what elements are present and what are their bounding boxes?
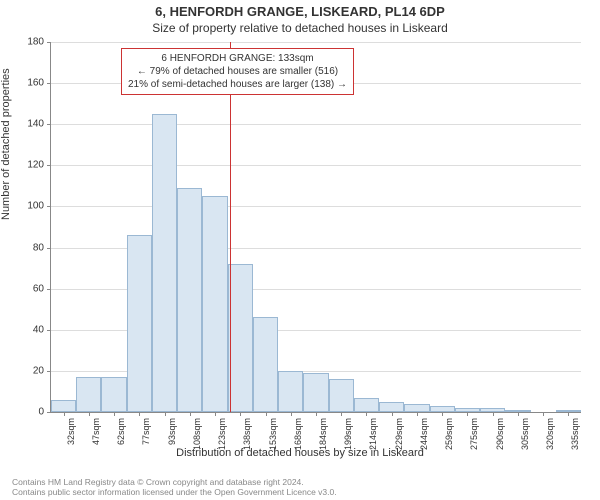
grid-line [51, 165, 581, 166]
xtick-label: 290sqm [495, 418, 505, 450]
ytick-mark [47, 248, 51, 249]
histogram-bar [177, 188, 202, 412]
xtick-label: 123sqm [217, 418, 227, 450]
xtick-mark [89, 412, 90, 416]
xtick-mark [518, 412, 519, 416]
xtick-mark [442, 412, 443, 416]
footer-line1: Contains HM Land Registry data © Crown c… [12, 477, 337, 488]
histogram-bar [354, 398, 379, 412]
xtick-mark [266, 412, 267, 416]
ytick-label: 40 [33, 324, 44, 335]
xtick-mark [392, 412, 393, 416]
grid-line [51, 206, 581, 207]
footer-line2: Contains public sector information licen… [12, 487, 337, 498]
xtick-label: 93sqm [167, 418, 177, 445]
ytick-label: 60 [33, 283, 44, 294]
xtick-mark [417, 412, 418, 416]
ytick-label: 20 [33, 365, 44, 376]
ytick-mark [47, 165, 51, 166]
histogram-bar [152, 114, 177, 412]
marker-line [230, 42, 232, 412]
annotation-line: 21% of semi-detached houses are larger (… [128, 78, 347, 91]
xtick-label: 335sqm [570, 418, 580, 450]
xtick-mark [366, 412, 367, 416]
chart-container: 6, HENFORDH GRANGE, LISKEARD, PL14 6DP S… [0, 0, 600, 500]
annotation-line: 6 HENFORDH GRANGE: 133sqm [128, 52, 347, 65]
xtick-mark [291, 412, 292, 416]
xtick-mark [240, 412, 241, 416]
histogram-bar [404, 404, 429, 412]
ytick-label: 140 [27, 119, 44, 130]
xtick-label: 259sqm [444, 418, 454, 450]
ytick-label: 160 [27, 78, 44, 89]
ytick-mark [47, 289, 51, 290]
histogram-bar [51, 400, 76, 412]
annotation-line: ← 79% of detached houses are smaller (51… [128, 65, 347, 78]
xtick-label: 47sqm [91, 418, 101, 445]
ytick-label: 80 [33, 242, 44, 253]
ytick-mark [47, 206, 51, 207]
xtick-mark [568, 412, 569, 416]
ytick-label: 180 [27, 37, 44, 48]
histogram-bar [228, 264, 253, 412]
xtick-mark [467, 412, 468, 416]
xtick-label: 305sqm [520, 418, 530, 450]
xtick-label: 199sqm [343, 418, 353, 450]
xtick-label: 153sqm [268, 418, 278, 450]
xtick-label: 32sqm [66, 418, 76, 445]
xtick-label: 229sqm [394, 418, 404, 450]
xtick-mark [64, 412, 65, 416]
xtick-label: 138sqm [242, 418, 252, 450]
ytick-mark [47, 124, 51, 125]
xtick-label: 214sqm [368, 418, 378, 450]
xtick-label: 108sqm [192, 418, 202, 450]
ytick-mark [47, 42, 51, 43]
histogram-bar [278, 371, 303, 412]
ytick-label: 120 [27, 160, 44, 171]
histogram-bar [253, 317, 278, 412]
xtick-mark [139, 412, 140, 416]
xtick-mark [215, 412, 216, 416]
xtick-mark [341, 412, 342, 416]
footer-attribution: Contains HM Land Registry data © Crown c… [12, 477, 337, 498]
xtick-mark [493, 412, 494, 416]
histogram-bar [379, 402, 404, 412]
xtick-label: 62sqm [116, 418, 126, 445]
plot-area: 6 HENFORDH GRANGE: 133sqm← 79% of detach… [50, 42, 580, 412]
ytick-mark [47, 412, 51, 413]
histogram-bar [101, 377, 126, 412]
xtick-label: 244sqm [419, 418, 429, 450]
xtick-label: 320sqm [545, 418, 555, 450]
xtick-mark [165, 412, 166, 416]
xtick-mark [190, 412, 191, 416]
chart-subtitle: Size of property relative to detached ho… [0, 19, 600, 39]
xtick-mark [114, 412, 115, 416]
xtick-label: 275sqm [469, 418, 479, 450]
annotation-box: 6 HENFORDH GRANGE: 133sqm← 79% of detach… [121, 48, 354, 95]
xtick-label: 184sqm [318, 418, 328, 450]
histogram-bar [76, 377, 101, 412]
xtick-mark [316, 412, 317, 416]
ytick-mark [47, 371, 51, 372]
histogram-bar [202, 196, 227, 412]
xtick-mark [543, 412, 544, 416]
ytick-label: 0 [38, 407, 44, 418]
histogram-bar [127, 235, 152, 412]
grid-line [51, 42, 581, 43]
xtick-label: 168sqm [293, 418, 303, 450]
xtick-label: 77sqm [141, 418, 151, 445]
chart-title: 6, HENFORDH GRANGE, LISKEARD, PL14 6DP [0, 0, 600, 19]
ytick-mark [47, 330, 51, 331]
grid-line [51, 124, 581, 125]
histogram-bar [329, 379, 354, 412]
histogram-bar [303, 373, 328, 412]
y-axis-label: Number of detached properties [0, 68, 12, 220]
ytick-mark [47, 83, 51, 84]
ytick-label: 100 [27, 201, 44, 212]
